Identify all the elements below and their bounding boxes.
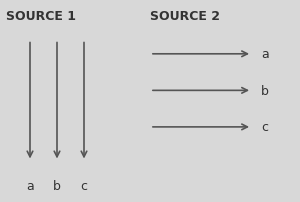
Text: SOURCE 1: SOURCE 1 [6, 10, 76, 23]
Text: b: b [53, 179, 61, 192]
Text: b: b [261, 84, 269, 97]
Text: a: a [26, 179, 34, 192]
Text: c: c [261, 121, 268, 134]
Text: SOURCE 2: SOURCE 2 [150, 10, 220, 23]
Text: a: a [261, 48, 269, 61]
Text: c: c [80, 179, 88, 192]
